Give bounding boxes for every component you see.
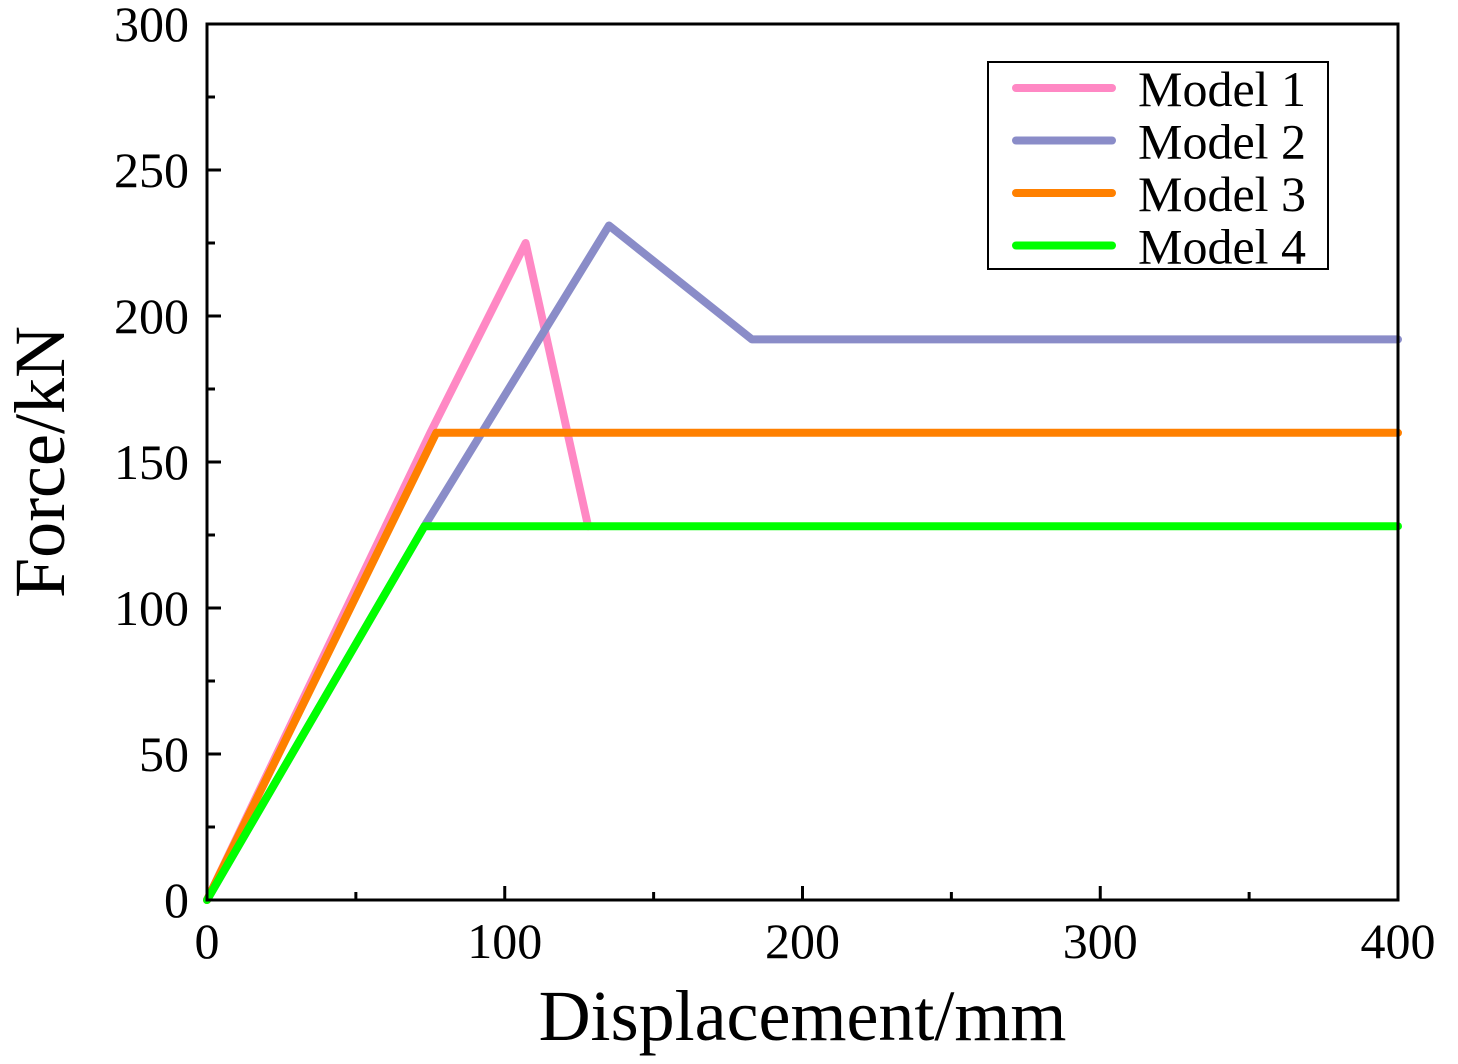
- series-line-model-2: [203, 221, 1402, 904]
- y-tick-label: 100: [114, 580, 189, 636]
- legend-label: Model 1: [1138, 61, 1306, 117]
- y-tick-label: 150: [114, 434, 189, 490]
- legend-label: Model 3: [1138, 166, 1306, 222]
- x-tick-label: 300: [1063, 913, 1138, 969]
- x-tick-label: 400: [1361, 913, 1436, 969]
- y-tick-label: 200: [114, 288, 189, 344]
- y-tick-labels: 0 50 100 150 200 250 300: [114, 0, 189, 928]
- x-tick-labels: 0 100 200 300 400: [195, 913, 1436, 969]
- legend-label: Model 4: [1138, 219, 1306, 275]
- x-axis-title: Displacement/mm: [539, 976, 1067, 1056]
- series-line-model-3: [203, 428, 1402, 904]
- y-tick-label: 250: [114, 142, 189, 198]
- series-line-model-4: [203, 522, 1402, 904]
- x-tick-label: 0: [195, 913, 220, 969]
- x-tick-label: 200: [765, 913, 840, 969]
- x-tick-label: 100: [467, 913, 542, 969]
- y-axis-title: Force/kN: [0, 326, 80, 598]
- y-tick-label: 0: [164, 872, 189, 928]
- series-layer: [203, 221, 1402, 904]
- ticks-layer: [205, 22, 1400, 902]
- legend-box: [987, 61, 1329, 270]
- legend-label: Model 2: [1138, 114, 1306, 170]
- y-tick-label: 300: [114, 0, 189, 52]
- y-tick-label: 50: [139, 726, 189, 782]
